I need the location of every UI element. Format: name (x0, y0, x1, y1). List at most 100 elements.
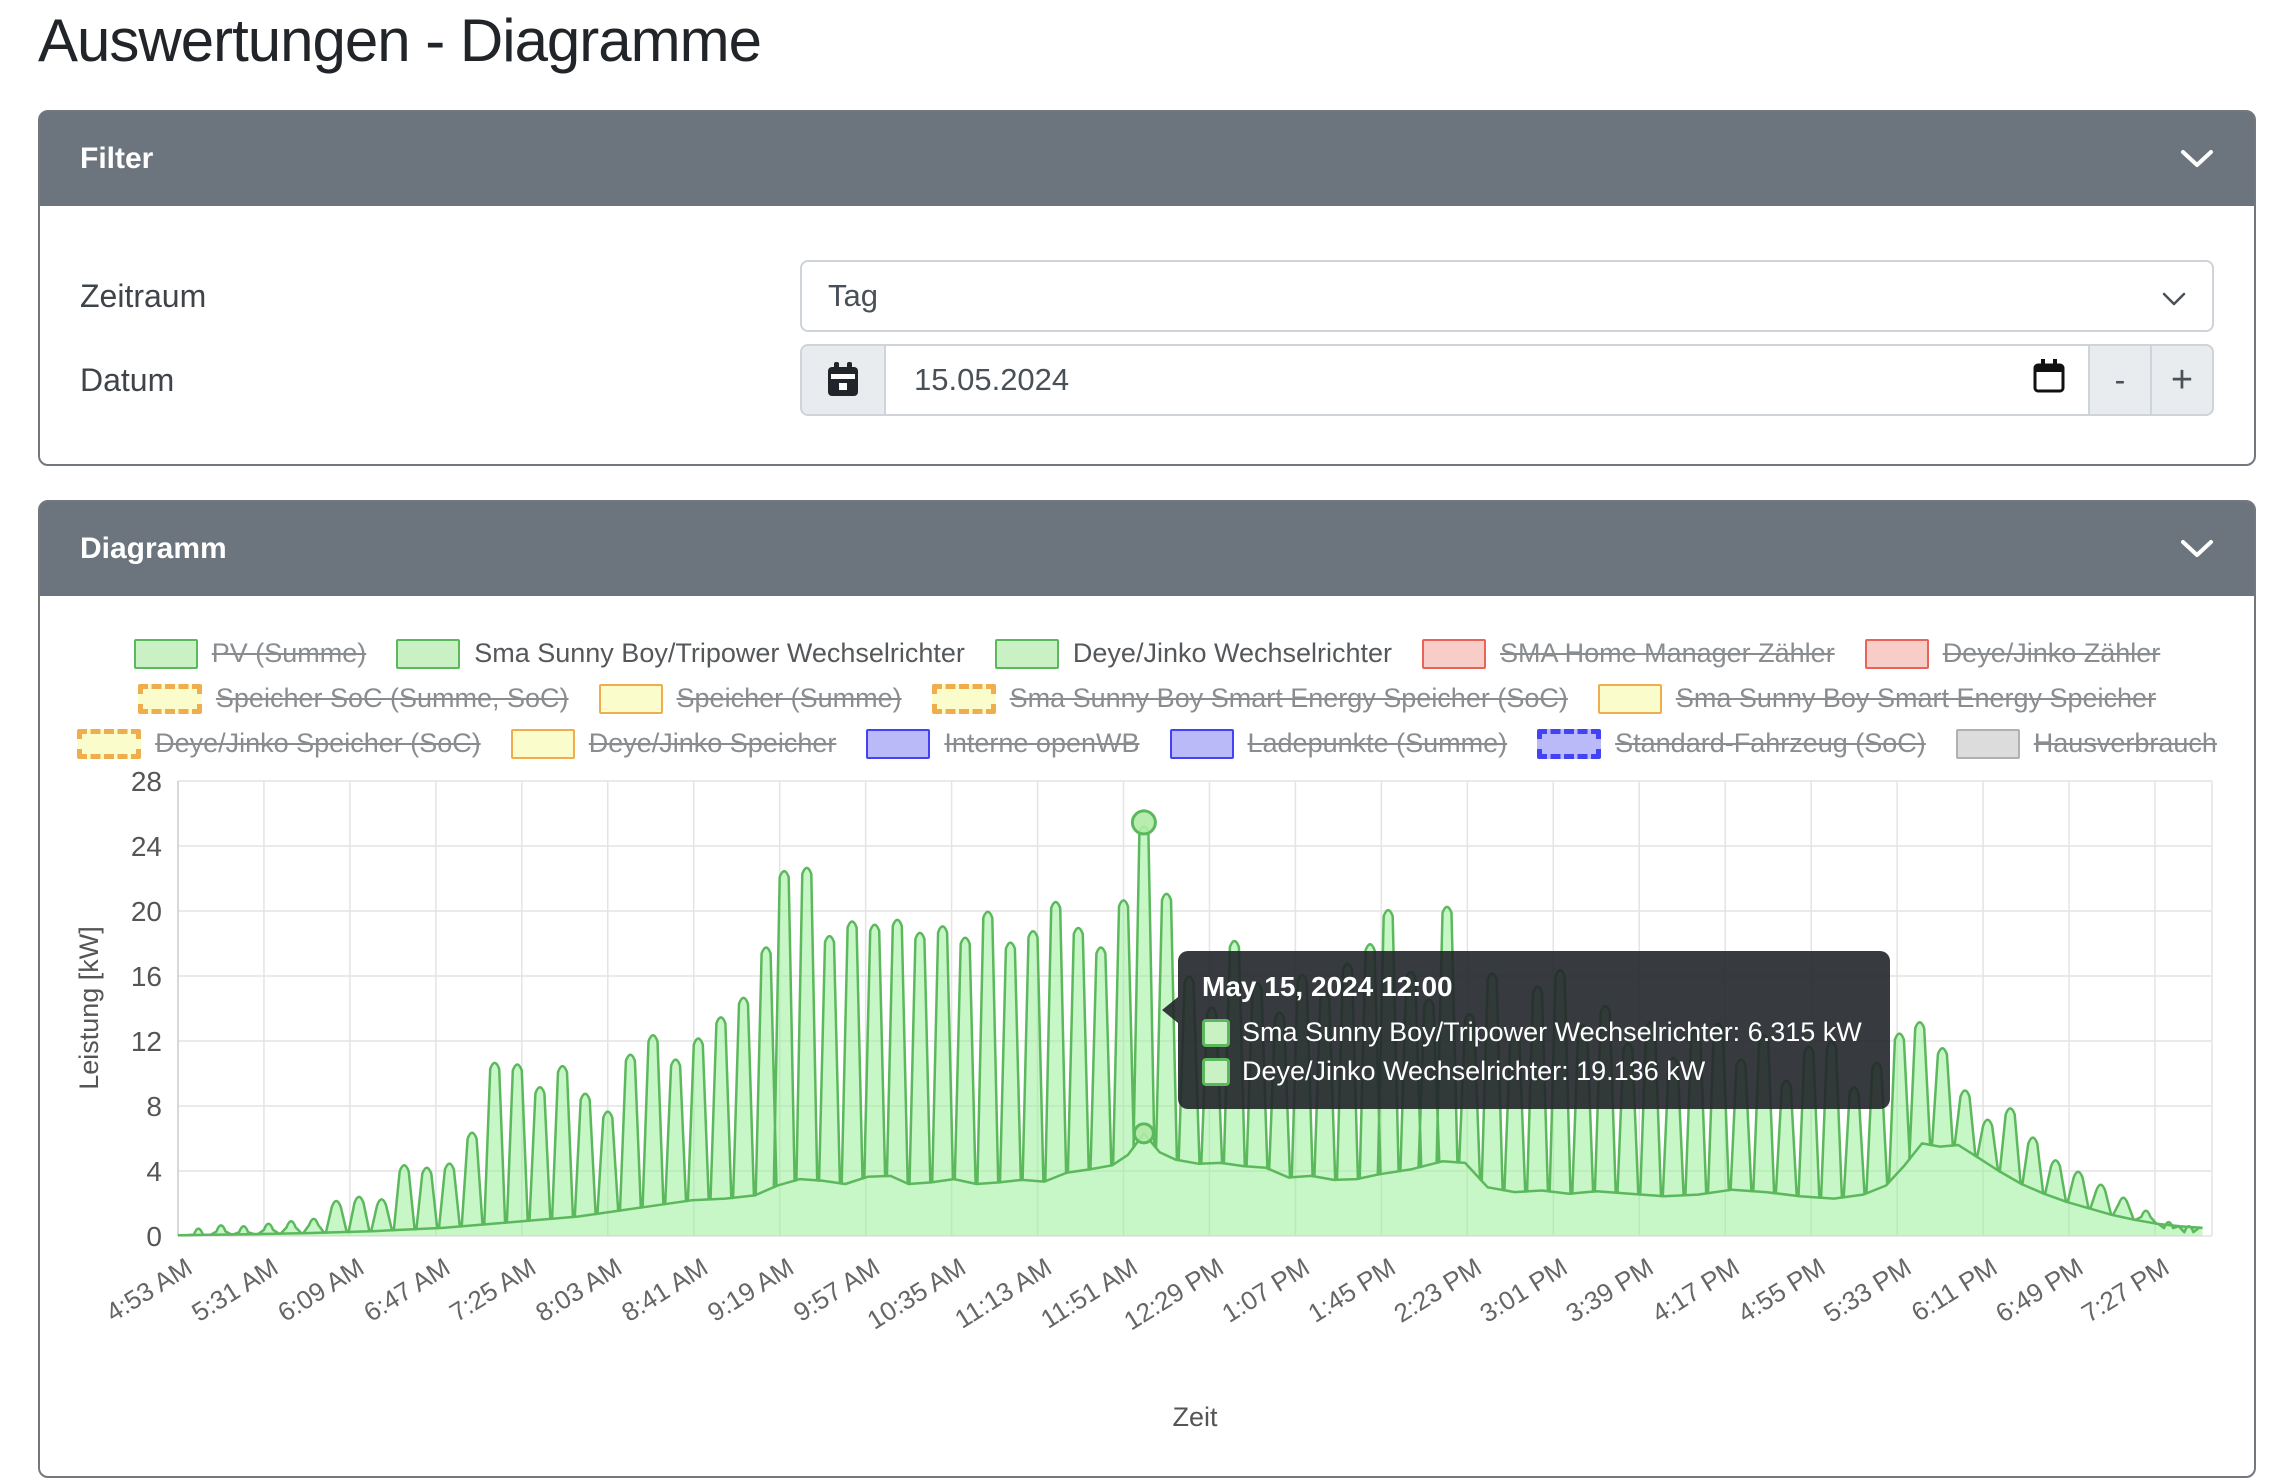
legend-item[interactable]: Ladepunkte (Summe) (1169, 728, 1508, 759)
legend-label: Sma Sunny Boy Smart Energy Speicher (1675, 683, 2157, 713)
zeitraum-select[interactable]: Tag (800, 260, 2214, 332)
svg-text:4:55 PM: 4:55 PM (1732, 1252, 1830, 1329)
filter-header[interactable]: Filter (40, 112, 2254, 206)
svg-text:7:27 PM: 7:27 PM (2076, 1252, 2174, 1329)
zeitraum-value: Tag (828, 278, 878, 313)
svg-text:7:25 AM: 7:25 AM (444, 1252, 541, 1328)
svg-text:3:39 PM: 3:39 PM (1560, 1252, 1658, 1329)
legend-swatch-icon (1597, 683, 1662, 714)
filter-card: Filter Zeitraum Tag Datum (38, 110, 2256, 466)
svg-text:4:17 PM: 4:17 PM (1646, 1252, 1744, 1329)
chart-tooltip: May 15, 2024 12:00 Sma Sunny Boy/Tripowe… (1162, 951, 1890, 1109)
svg-text:8: 8 (146, 1091, 162, 1122)
filter-body: Zeitraum Tag Datum (40, 206, 2254, 416)
legend-item[interactable]: SMA Home Manager Zähler (1422, 638, 1835, 669)
legend-item[interactable]: Deye/Jinko Wechselrichter (994, 638, 1393, 669)
filter-title: Filter (80, 142, 154, 175)
svg-text:Leistung [kW]: Leistung [kW] (74, 926, 104, 1090)
svg-text:4: 4 (146, 1156, 162, 1187)
legend-item[interactable]: PV (Summe) (133, 638, 367, 669)
chart-legend: PV (Summe) Sma Sunny Boy/Tripower Wechsel… (40, 638, 2254, 759)
legend-swatch-icon (396, 638, 461, 669)
legend-label: Deye/Jinko Zähler (1942, 638, 2161, 668)
datum-label: Datum (80, 361, 175, 398)
legend-label: Deye/Jinko Speicher (588, 728, 837, 758)
legend-row: Deye/Jinko Speicher (SoC) Deye/Jinko Spei… (77, 728, 2217, 759)
zeitraum-row: Zeitraum Tag (80, 260, 2214, 332)
legend-label: Sma Sunny Boy/Tripower Wechselrichter (474, 638, 965, 668)
svg-text:9:19 AM: 9:19 AM (702, 1252, 799, 1328)
legend-label: PV (Summe) (211, 638, 367, 668)
svg-text:6:11 PM: 6:11 PM (1906, 1252, 2002, 1328)
legend-item[interactable]: Speicher SoC (Summe, SoC) (137, 683, 569, 714)
svg-text:8:41 AM: 8:41 AM (616, 1252, 713, 1328)
chevron-down-icon[interactable] (2180, 149, 2214, 169)
legend-label: SMA Home Manager Zähler (1500, 638, 1835, 668)
legend-row: PV (Summe) Sma Sunny Boy/Tripower Wechsel… (133, 638, 2161, 669)
date-value: 15.05.2024 (914, 362, 1070, 397)
legend-label: Interne openWB (944, 728, 1140, 758)
svg-text:16: 16 (131, 961, 162, 992)
diagram-title: Diagramm (80, 532, 227, 565)
legend-label: Deye/Jinko Speicher (SoC) (155, 728, 481, 758)
legend-swatch-icon (1537, 728, 1602, 759)
svg-text:10:35 AM: 10:35 AM (862, 1252, 971, 1336)
svg-text:8:03 AM: 8:03 AM (530, 1252, 627, 1328)
legend-label: Sma Sunny Boy Smart Energy Speicher (SoC… (1009, 683, 1568, 713)
legend-label: Deye/Jinko Wechselrichter (1072, 638, 1393, 668)
diagram-card: Diagramm PV (Summe) Sma Sunny Boy/Tripowe… (38, 500, 2256, 1478)
svg-text:5:31 AM: 5:31 AM (186, 1252, 283, 1328)
date-minus-button[interactable]: - (2090, 344, 2152, 416)
legend-swatch-icon (598, 683, 663, 714)
tooltip-text: Sma Sunny Boy/Tripower Wechselrichter: 6… (1242, 1017, 1862, 1047)
legend-swatch-icon (77, 728, 142, 759)
legend-label: Speicher SoC (Summe, SoC) (215, 683, 569, 713)
legend-item[interactable]: Sma Sunny Boy/Tripower Wechselrichter (396, 638, 965, 669)
select-chevron-icon (2162, 278, 2186, 314)
svg-text:5:33 PM: 5:33 PM (1818, 1252, 1916, 1329)
legend-swatch-icon (1422, 638, 1487, 669)
zeitraum-label: Zeitraum (80, 277, 207, 314)
legend-swatch-icon (994, 638, 1059, 669)
svg-text:20: 20 (131, 896, 162, 927)
legend-swatch-icon (866, 728, 931, 759)
svg-text:12:29 PM: 12:29 PM (1118, 1252, 1228, 1336)
diagram-header[interactable]: Diagramm (40, 502, 2254, 596)
legend-label: Standard-Fahrzeug (SoC) (1615, 728, 1926, 758)
legend-swatch-icon (1864, 638, 1929, 669)
tooltip-text: Deye/Jinko Wechselrichter: 19.136 kW (1242, 1056, 1706, 1086)
chevron-down-icon[interactable] (2180, 539, 2214, 559)
legend-label: Speicher (Summe) (676, 683, 902, 713)
datum-row: Datum 15.05.2024 (80, 344, 2214, 416)
date-input[interactable]: 15.05.2024 (886, 344, 2090, 416)
legend-swatch-icon (1955, 728, 2020, 759)
legend-item[interactable]: Deye/Jinko Zähler (1864, 638, 2161, 669)
legend-swatch-icon (510, 728, 575, 759)
legend-item[interactable]: Hausverbrauch (1955, 728, 2217, 759)
page-title: Auswertungen - Diagramme (38, 7, 762, 74)
tooltip-title: May 15, 2024 12:00 (1202, 971, 1453, 1002)
legend-item[interactable]: Sma Sunny Boy Smart Energy Speicher (SoC… (931, 683, 1568, 714)
legend-swatch-icon (1169, 728, 1234, 759)
legend-item[interactable]: Interne openWB (866, 728, 1140, 759)
svg-text:0: 0 (146, 1221, 162, 1252)
legend-item[interactable]: Standard-Fahrzeug (SoC) (1537, 728, 1926, 759)
svg-text:1:07 PM: 1:07 PM (1217, 1252, 1315, 1329)
legend-row: Speicher SoC (Summe, SoC) Speicher (Summe… (137, 683, 2157, 714)
date-input-group: 15.05.2024 - + (800, 344, 2214, 416)
calendar-icon (828, 362, 858, 396)
tooltip-row: Sma Sunny Boy/Tripower Wechselrichter: 6… (1202, 1017, 1862, 1048)
calendar-addon[interactable] (800, 344, 886, 416)
legend-item[interactable]: Speicher (Summe) (598, 683, 902, 714)
legend-item[interactable]: Deye/Jinko Speicher (510, 728, 837, 759)
date-plus-button[interactable]: + (2152, 344, 2214, 416)
date-picker-icon[interactable] (2032, 358, 2066, 402)
legend-swatch-icon (931, 683, 996, 714)
svg-text:6:09 AM: 6:09 AM (272, 1252, 369, 1328)
svg-text:11:13 AM: 11:13 AM (949, 1252, 1056, 1335)
svg-text:12: 12 (131, 1026, 162, 1057)
legend-item[interactable]: Deye/Jinko Speicher (SoC) (77, 728, 481, 759)
legend-item[interactable]: Sma Sunny Boy Smart Energy Speicher (1597, 683, 2157, 714)
legend-label: Ladepunkte (Summe) (1247, 728, 1508, 758)
diagram-body: PV (Summe) Sma Sunny Boy/Tripower Wechsel… (40, 596, 2254, 1476)
